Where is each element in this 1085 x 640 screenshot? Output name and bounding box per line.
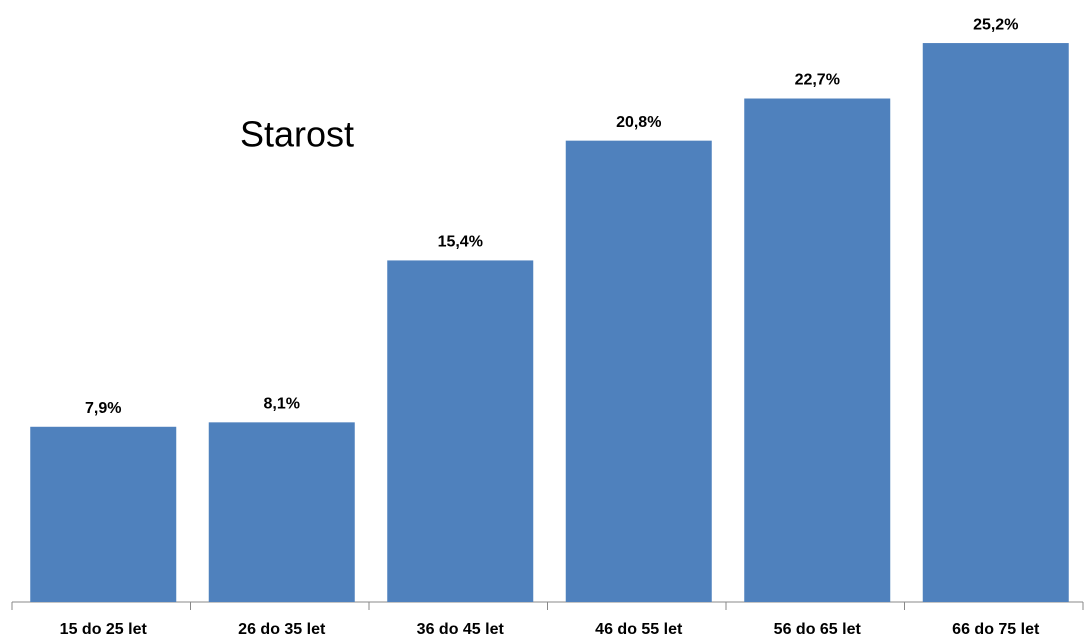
x-tick-label: 15 do 25 let (60, 621, 148, 638)
bar (744, 98, 891, 602)
bar (387, 260, 534, 602)
x-tick-label: 36 do 45 let (417, 621, 505, 638)
x-tick-label: 66 do 75 let (952, 621, 1040, 638)
data-label: 22,7% (795, 72, 840, 89)
x-tick-label: 26 do 35 let (238, 621, 326, 638)
data-label: 25,2% (973, 16, 1018, 33)
bar (922, 43, 1069, 602)
data-label: 7,9% (85, 400, 121, 417)
x-tick-label: 56 do 65 let (774, 621, 862, 638)
chart-title: Starost (240, 114, 354, 155)
data-label: 20,8% (616, 114, 661, 131)
bar (565, 140, 712, 602)
x-tick-label: 46 do 55 let (595, 621, 683, 638)
data-label: 15,4% (438, 234, 483, 251)
bar (30, 426, 177, 602)
data-label: 8,1% (264, 396, 300, 413)
bar (208, 422, 355, 602)
